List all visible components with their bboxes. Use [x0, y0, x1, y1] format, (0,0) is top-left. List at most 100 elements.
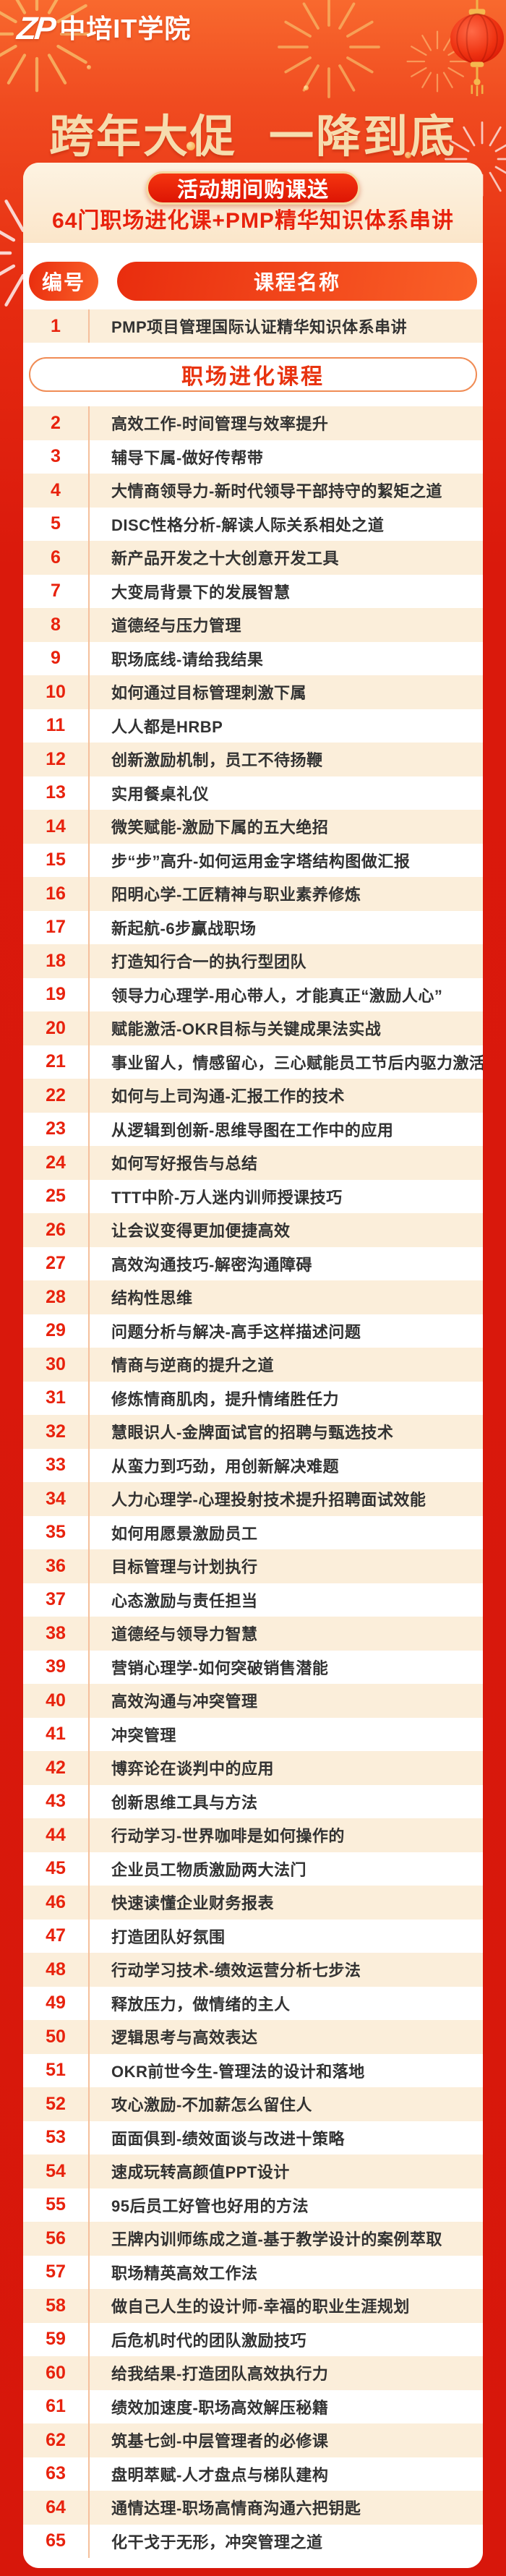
- table-row: 27 高效沟通技巧-解密沟通障碍: [23, 1246, 483, 1280]
- course-title: 新产品开发之十大创意开发工具: [88, 541, 483, 575]
- course-title: 营销心理学-如何突破销售潜能: [88, 1650, 483, 1684]
- course-title: 王牌内训师练成之道-基于教学设计的案例萃取: [88, 2222, 483, 2256]
- course-number: 18: [46, 950, 66, 971]
- course-number: 4: [51, 479, 61, 500]
- course-title: 修炼情商肌肉，提升情绪胜任力: [88, 1381, 483, 1415]
- firework-icon: [275, 0, 383, 101]
- course-number: 51: [46, 2060, 66, 2081]
- table-row: 16 阳明心学-工匠精神与职业素养修炼: [23, 877, 483, 911]
- course-number: 64: [46, 2496, 66, 2517]
- course-title: 如何通过目标管理刺激下属: [88, 675, 483, 709]
- table-row: 49 释放压力，做情绪的主人: [23, 1986, 483, 2020]
- course-number: 29: [46, 1320, 66, 1341]
- logo-zp-mark-icon: ZP: [15, 11, 56, 46]
- table-row: 46 快速读懂企业财务报表: [23, 1886, 483, 1920]
- course-number: 60: [46, 2362, 66, 2383]
- course-number: 62: [46, 2429, 66, 2450]
- table-row: 9 职场底线-请给我结果: [23, 641, 483, 675]
- course-number: 46: [46, 1891, 66, 1912]
- course-number: 5: [51, 513, 61, 534]
- course-title: 微笑赋能-激励下属的五大绝招: [88, 810, 483, 844]
- table-row: 43 创新思维工具与方法: [23, 1784, 483, 1818]
- table-row: 45 企业员工物质激励两大法门: [23, 1852, 483, 1886]
- course-title: 行动学习技术-绩效运营分析七步法: [88, 1953, 483, 1987]
- table-row: 20 赋能激活-OKR目标与关键成果法实战: [23, 1011, 483, 1045]
- course-title: 情商与逆商的提升之道: [88, 1348, 483, 1382]
- course-title: 事业留人，情感留心，三心赋能员工节后内驱力激活: [88, 1045, 483, 1079]
- course-number: 35: [46, 1522, 66, 1543]
- sparkle-dot-icon: [87, 65, 91, 69]
- course-number: 53: [46, 2127, 66, 2148]
- table-row: 44 行动学习-世界咖啡是如何操作的: [23, 1818, 483, 1852]
- table-row: 15 步“步”高升-如何运用金字塔结构图做汇报: [23, 843, 483, 877]
- table-row: 10 如何通过目标管理刺激下属: [23, 675, 483, 709]
- table-row-featured: 1 PMP项目管理国际认证精华知识体系串讲: [23, 309, 483, 343]
- table-row: 41 冲突管理: [23, 1717, 483, 1751]
- table-row: 60 给我结果-打造团队高效执行力: [23, 2356, 483, 2390]
- course-number: 10: [46, 681, 66, 702]
- table-row: 3 辅导下属-做好传帮带: [23, 440, 483, 474]
- course-number: 40: [46, 1690, 66, 1711]
- table-row: 38 道德经与领导力智慧: [23, 1617, 483, 1651]
- table-row: 53 面面俱到-绩效面谈与改进十策略: [23, 2121, 483, 2154]
- course-number: 27: [46, 1253, 66, 1274]
- table-row: 33 从蛮力到巧劲，用创新解决难题: [23, 1448, 483, 1482]
- course-title: 心态激励与责任担当: [88, 1583, 483, 1617]
- course-number: 37: [46, 1589, 66, 1610]
- table-row: 31 修炼情商肌肉，提升情绪胜任力: [23, 1381, 483, 1415]
- table-row: 8 道德经与压力管理: [23, 608, 483, 642]
- course-title: 目标管理与计划执行: [88, 1549, 483, 1583]
- course-title: 结构性思维: [88, 1280, 483, 1314]
- course-title: 逻辑思考与高效表达: [88, 2020, 483, 2054]
- lantern-icon: [450, 0, 505, 96]
- section-header: 职场进化课程: [29, 357, 477, 392]
- course-title: 做自己人生的设计师-幸福的职业生涯规划: [88, 2289, 483, 2323]
- table-row: 64 通情达理-职场高情商沟通六把钥匙: [23, 2491, 483, 2525]
- promo-badge: 活动期间购课送: [145, 171, 360, 205]
- course-title: 博弈论在谈判中的应用: [88, 1751, 483, 1785]
- course-number: 57: [46, 2262, 66, 2282]
- course-number: 52: [46, 2093, 66, 2114]
- table-row: 18 打造知行合一的执行型团队: [23, 944, 483, 978]
- table-row: 63 盘明萃赋-人才盘点与梯队建构: [23, 2457, 483, 2491]
- table-row: 5 DISC性格分析-解读人际关系相处之道: [23, 507, 483, 541]
- course-title: 攻心激励-不加薪怎么留住人: [88, 2087, 483, 2121]
- course-title: 后危机时代的团队激励技巧: [88, 2322, 483, 2356]
- course-number: 13: [46, 782, 66, 803]
- table-row: 12 创新激励机制，员工不待扬鞭: [23, 743, 483, 776]
- course-number: 23: [46, 1118, 66, 1139]
- table-row: 59 后危机时代的团队激励技巧: [23, 2322, 483, 2356]
- course-title: 打造团队好氛围: [88, 1919, 483, 1953]
- course-title: 实用餐桌礼仪: [88, 776, 483, 810]
- course-number: 41: [46, 1724, 66, 1745]
- course-title: 从蛮力到巧劲，用创新解决难题: [88, 1448, 483, 1482]
- course-title: 赋能激活-OKR目标与关键成果法实战: [88, 1011, 483, 1045]
- course-number: 22: [46, 1084, 66, 1105]
- table-row: 32 慧眼识人-金牌面试官的招聘与甄选技术: [23, 1415, 483, 1449]
- table-row: 57 职场精英高效工作法: [23, 2255, 483, 2289]
- course-title: 大情商领导力-新时代领导干部持守的絜矩之道: [88, 474, 483, 508]
- course-title: 企业员工物质激励两大法门: [88, 1852, 483, 1886]
- course-title: 冲突管理: [88, 1717, 483, 1751]
- table-row: 48 行动学习技术-绩效运营分析七步法: [23, 1953, 483, 1987]
- course-title: TTT中阶-万人迷内训师授课技巧: [88, 1179, 483, 1213]
- course-title: 如何写好报告与总结: [88, 1146, 483, 1180]
- course-number: 3: [51, 446, 61, 467]
- table-row: 61 绩效加速度-职场高效解压秘籍: [23, 2389, 483, 2423]
- course-number: 32: [46, 1421, 66, 1442]
- table-row: 62 筑基七剑-中层管理者的必修课: [23, 2423, 483, 2457]
- course-title: OKR前世今生-管理法的设计和落地: [88, 2053, 483, 2087]
- course-title: 职场精英高效工作法: [88, 2255, 483, 2289]
- course-rows: 2 高效工作-时间管理与效率提升 3 辅导下属-做好传帮带 4 大情商领导力-新…: [23, 406, 483, 2558]
- column-header-number: 编号: [29, 262, 98, 301]
- firework-icon: [405, 29, 470, 94]
- course-number: 48: [46, 1959, 66, 1980]
- course-title: 阳明心学-工匠精神与职业素养修炼: [88, 877, 483, 911]
- course-title: 如何与上司沟通-汇报工作的技术: [88, 1079, 483, 1113]
- table-row: 58 做自己人生的设计师-幸福的职业生涯规划: [23, 2289, 483, 2323]
- course-number: 61: [46, 2396, 66, 2417]
- course-number: 30: [46, 1353, 66, 1374]
- hero-title-right: 一降到底: [269, 112, 458, 162]
- course-title: 95后员工好管也好用的方法: [88, 2188, 483, 2222]
